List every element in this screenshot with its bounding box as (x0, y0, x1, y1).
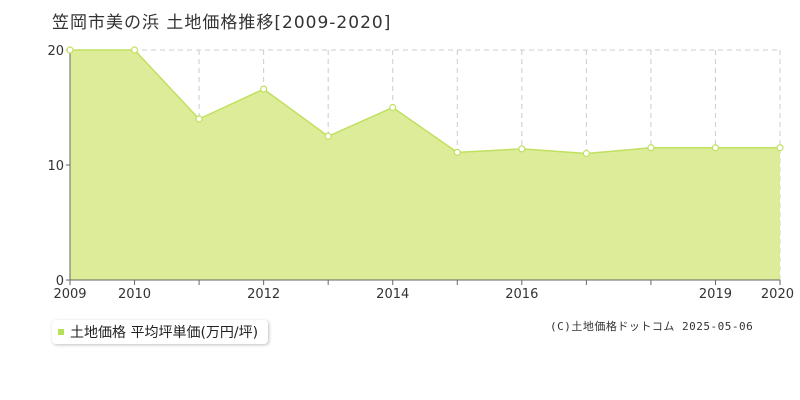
axes (66, 49, 781, 285)
x-tick-label: 2009 (53, 287, 86, 302)
data-point (582, 149, 590, 158)
data-point (324, 132, 332, 140)
y-tick-labels: 0 10 20 (47, 44, 64, 289)
data-point (130, 46, 139, 54)
data-point (453, 148, 461, 156)
legend: 土地価格 平均坪単価(万円/坪) (52, 320, 269, 344)
x-tick-label: 2016 (505, 287, 538, 302)
data-point (389, 103, 397, 112)
y-tick-label: 0 (56, 274, 64, 289)
data-point (518, 145, 526, 153)
y-tick-label: 10 (47, 159, 64, 174)
copyright-text: (C)土地価格ドットコム 2025-05-06 (550, 320, 754, 333)
legend-swatch (58, 329, 64, 335)
legend-label: 土地価格 平均坪単価(万円/坪) (70, 325, 259, 341)
data-point (647, 144, 655, 152)
data-point (195, 115, 203, 123)
x-tick-labels: 2009 2010 2012 2014 2016 2019 2020 (53, 287, 794, 302)
x-tick-label: 2010 (118, 287, 151, 302)
data-point (260, 85, 268, 93)
series-line (70, 49, 780, 155)
x-tick-label: 2014 (376, 287, 409, 302)
y-tick-label: 20 (47, 44, 64, 59)
data-point (711, 144, 720, 152)
data-point (66, 46, 74, 54)
x-tick-label: 2012 (247, 287, 280, 302)
data-points (66, 46, 784, 158)
x-tick-label: 2019 (699, 287, 732, 302)
x-tick-label: 2020 (761, 287, 794, 302)
data-point (776, 144, 784, 152)
area-fill (70, 50, 780, 280)
page-title: 笠岡市美の浜 土地価格推移[2009-2020] (52, 13, 392, 33)
